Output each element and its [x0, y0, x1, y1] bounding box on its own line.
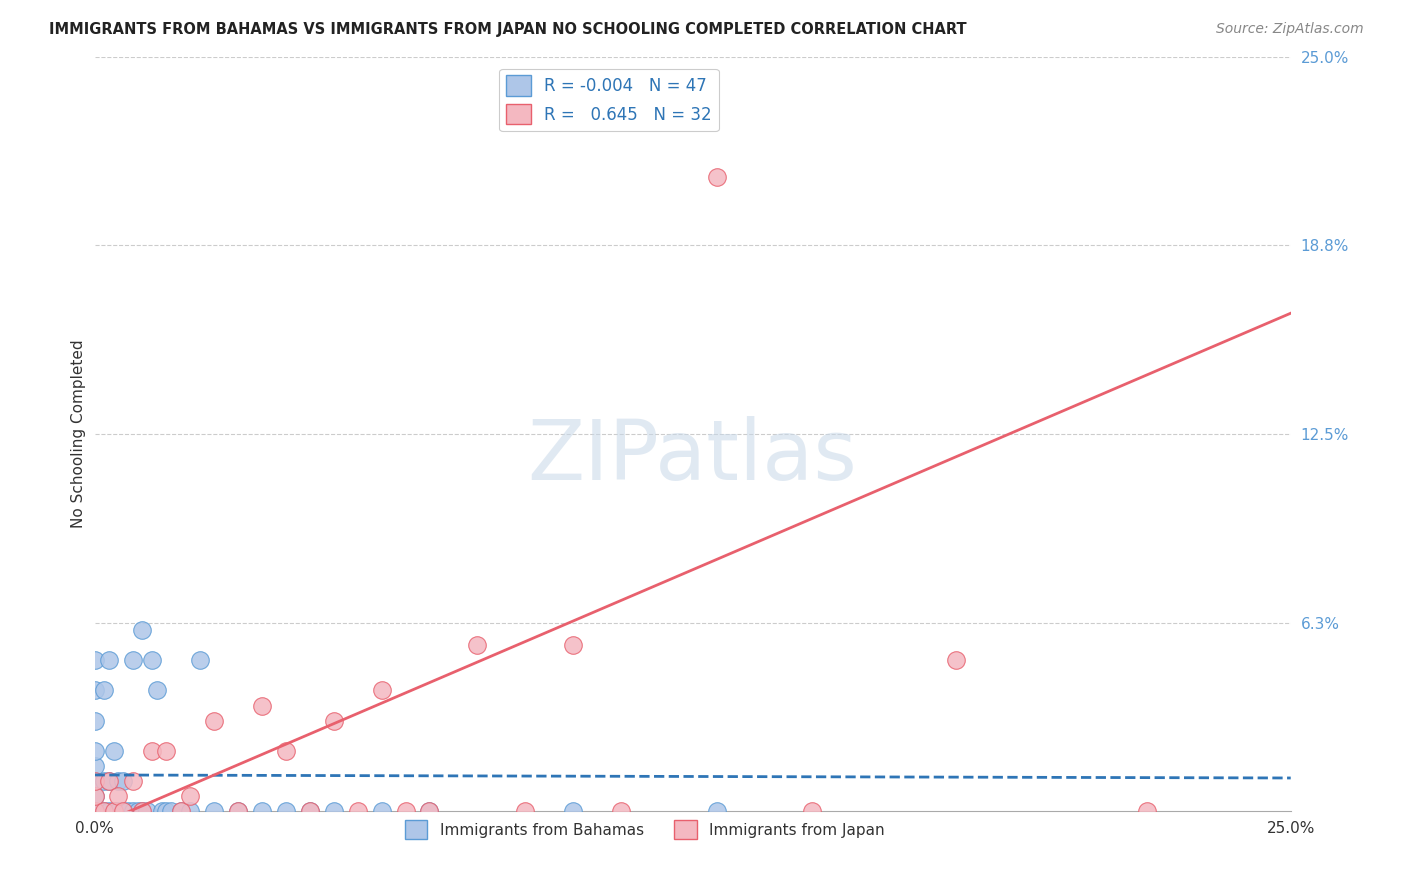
Point — [107, 789, 129, 803]
Point — [117, 804, 139, 818]
Point — [83, 714, 105, 728]
Point — [298, 804, 321, 818]
Point — [370, 683, 392, 698]
Text: ZIPatlas: ZIPatlas — [527, 416, 858, 497]
Point — [83, 653, 105, 667]
Point — [706, 170, 728, 185]
Point — [274, 744, 297, 758]
Point — [127, 804, 149, 818]
Point — [202, 714, 225, 728]
Point — [83, 804, 105, 818]
Point — [136, 804, 159, 818]
Point — [107, 774, 129, 789]
Point — [83, 683, 105, 698]
Text: IMMIGRANTS FROM BAHAMAS VS IMMIGRANTS FROM JAPAN NO SCHOOLING COMPLETED CORRELAT: IMMIGRANTS FROM BAHAMAS VS IMMIGRANTS FR… — [49, 22, 967, 37]
Point — [121, 804, 143, 818]
Point — [93, 774, 115, 789]
Point — [418, 804, 440, 818]
Point — [370, 804, 392, 818]
Point — [121, 653, 143, 667]
Point — [322, 714, 344, 728]
Point — [562, 804, 585, 818]
Point — [103, 804, 125, 818]
Point — [179, 789, 201, 803]
Point — [103, 744, 125, 758]
Y-axis label: No Schooling Completed: No Schooling Completed — [72, 340, 86, 528]
Point — [97, 774, 120, 789]
Point — [179, 804, 201, 818]
Point — [141, 744, 163, 758]
Point — [1136, 804, 1159, 818]
Legend: Immigrants from Bahamas, Immigrants from Japan: Immigrants from Bahamas, Immigrants from… — [398, 814, 891, 845]
Point — [83, 804, 105, 818]
Point — [274, 804, 297, 818]
Point — [146, 683, 169, 698]
Point — [170, 804, 193, 818]
Point — [112, 804, 135, 818]
Point — [150, 804, 173, 818]
Point — [155, 804, 177, 818]
Point — [945, 653, 967, 667]
Point — [801, 804, 824, 818]
Point — [322, 804, 344, 818]
Point — [83, 759, 105, 773]
Point — [93, 683, 115, 698]
Point — [83, 789, 105, 803]
Point — [97, 804, 120, 818]
Point — [170, 804, 193, 818]
Point — [250, 698, 273, 713]
Point — [346, 804, 368, 818]
Point — [188, 653, 211, 667]
Point — [226, 804, 249, 818]
Point — [141, 653, 163, 667]
Point — [202, 804, 225, 818]
Point — [97, 653, 120, 667]
Point — [155, 744, 177, 758]
Point — [131, 804, 153, 818]
Text: Source: ZipAtlas.com: Source: ZipAtlas.com — [1216, 22, 1364, 37]
Point — [467, 638, 489, 652]
Point — [112, 804, 135, 818]
Point — [83, 744, 105, 758]
Point — [394, 804, 416, 818]
Point — [107, 804, 129, 818]
Point — [562, 638, 585, 652]
Point — [121, 774, 143, 789]
Point — [131, 623, 153, 637]
Point — [83, 804, 105, 818]
Point — [706, 804, 728, 818]
Point — [610, 804, 633, 818]
Point — [418, 804, 440, 818]
Point — [97, 774, 120, 789]
Point — [515, 804, 537, 818]
Point — [131, 804, 153, 818]
Point — [226, 804, 249, 818]
Point — [83, 774, 105, 789]
Point — [83, 804, 105, 818]
Point — [83, 789, 105, 803]
Point — [112, 774, 135, 789]
Point — [83, 774, 105, 789]
Point — [93, 804, 115, 818]
Point — [250, 804, 273, 818]
Point — [103, 804, 125, 818]
Point — [93, 804, 115, 818]
Point — [160, 804, 183, 818]
Point — [298, 804, 321, 818]
